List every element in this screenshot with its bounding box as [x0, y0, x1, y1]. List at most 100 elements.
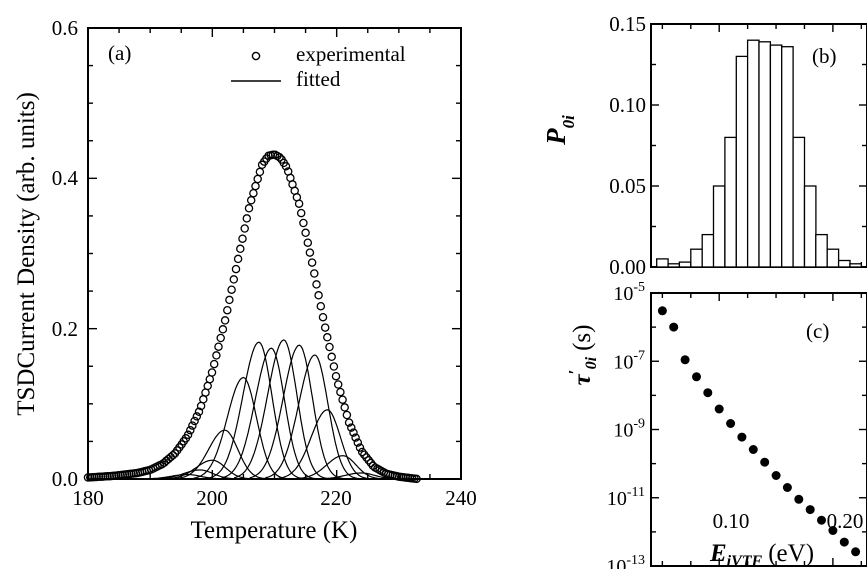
experimental-point	[223, 305, 232, 315]
panel-a-ytick-label: 0.6	[52, 16, 78, 40]
experimental-point	[301, 228, 310, 238]
experimental-point	[299, 218, 308, 228]
fitted-component-curve	[174, 429, 275, 480]
panel-b-bars	[656, 39, 862, 268]
ytick-mantissa: 10	[607, 488, 627, 510]
experimental-point	[307, 258, 317, 267]
tau-data-point	[760, 457, 770, 467]
experimental-point	[303, 238, 313, 247]
tau-data-point	[703, 388, 713, 398]
experimental-point	[192, 412, 202, 421]
tau-data-point	[737, 432, 747, 442]
fitted-component-curve	[249, 344, 350, 480]
histogram-bar	[678, 261, 692, 268]
experimental-point	[316, 301, 326, 311]
experimental-point	[294, 199, 304, 208]
experimental-point	[242, 214, 252, 223]
experimental-point	[347, 423, 356, 432]
panel-a-fitted-curves	[137, 339, 412, 480]
legend-experimental-label: experimental	[296, 42, 406, 66]
tau-data-point	[851, 547, 861, 557]
experimental-point	[188, 421, 197, 430]
panel-c-points	[657, 306, 861, 557]
experimental-point	[312, 280, 321, 289]
fitted-component-curve	[162, 459, 263, 480]
panel-c-ticks	[651, 292, 867, 567]
experimental-point	[218, 325, 228, 334]
experimental-point	[253, 174, 262, 184]
experimental-point	[229, 275, 239, 284]
panel-a-x-axis-label: Temperature (K)	[191, 517, 358, 544]
experimental-point	[351, 433, 360, 442]
panel-c-tag: (c)	[806, 319, 829, 343]
panel-a-xtick-label: 200	[196, 486, 228, 510]
experimental-point	[364, 456, 373, 465]
experimental-point	[233, 254, 243, 264]
svg-text:τ′0i(s): τ′0i (s)	[565, 324, 600, 385]
panel-b-ytick-label: 0.05	[609, 174, 646, 198]
panel-c-x-label-unit: (eV)	[768, 540, 814, 567]
experimental-point	[331, 371, 341, 381]
experimental-point	[329, 362, 339, 371]
experimental-point	[212, 351, 221, 360]
svg-text:P0i: P0i	[541, 115, 578, 146]
panel-a-ytick-label: 0.2	[52, 317, 78, 341]
experimental-point	[216, 333, 225, 343]
experimental-point	[249, 188, 258, 198]
histogram-bar	[803, 185, 817, 268]
histogram-bar	[690, 248, 703, 268]
experimental-point	[190, 416, 199, 426]
experimental-point	[349, 428, 358, 437]
experimental-point	[323, 333, 332, 342]
histogram-bar	[792, 136, 806, 268]
experimental-point	[255, 167, 265, 177]
experimental-point	[327, 352, 336, 362]
panel-c-ytick-label: 10-9	[613, 417, 645, 442]
tau-data-point	[657, 306, 667, 316]
experimental-point	[296, 208, 306, 218]
experimental-point	[227, 285, 236, 294]
fitted-component-curve	[150, 469, 250, 480]
panel-a-legend: experimental fitted	[231, 42, 406, 91]
tau-data-point	[794, 494, 804, 504]
ytick-exponent: -13	[626, 553, 645, 568]
fitted-component-curve	[233, 339, 334, 480]
histogram-bar	[758, 41, 772, 268]
panel-a-ytick-label: 0.4	[52, 166, 79, 190]
panel-b-ytick-label: 0.10	[609, 93, 646, 117]
experimental-point	[238, 234, 247, 243]
histogram-bar	[712, 185, 726, 268]
histogram-bar	[781, 46, 794, 268]
panel-a-y-axis-label: TSDCurrent Density (arb. units)	[13, 92, 40, 416]
panel-b-y-axis-label: P0i	[541, 115, 578, 146]
tau-data-point	[805, 505, 815, 515]
experimental-point	[236, 244, 245, 254]
tau-data-point	[748, 445, 758, 454]
histogram-bar	[724, 136, 737, 268]
experimental-point	[305, 248, 315, 257]
experimental-point	[340, 403, 349, 412]
panel-c-xtick-label: 0.10	[713, 509, 750, 533]
legend-fitted-label: fitted	[296, 67, 341, 91]
panel-a-tag: (a)	[108, 41, 131, 65]
histogram-bar	[701, 233, 715, 268]
tau-data-point	[714, 404, 724, 414]
panel-a-experimental-points	[83, 150, 421, 484]
experimental-point	[314, 291, 323, 300]
histogram-bar	[656, 258, 669, 268]
ytick-exponent: -11	[627, 485, 645, 500]
experimental-point	[168, 451, 178, 460]
ytick-exponent: -9	[633, 417, 645, 432]
panel-b-ytick-label: 0.15	[609, 12, 646, 36]
panel-a-xtick-label: 220	[320, 486, 352, 510]
panel-b-ytick-label: 0.00	[609, 255, 646, 279]
tau-data-point	[839, 537, 849, 547]
fitted-component-curve	[221, 347, 322, 480]
experimental-point	[209, 359, 219, 369]
experimental-point	[183, 430, 193, 440]
tau-data-point	[692, 372, 701, 382]
panel-c-ytick-label: 10-7	[613, 348, 645, 373]
